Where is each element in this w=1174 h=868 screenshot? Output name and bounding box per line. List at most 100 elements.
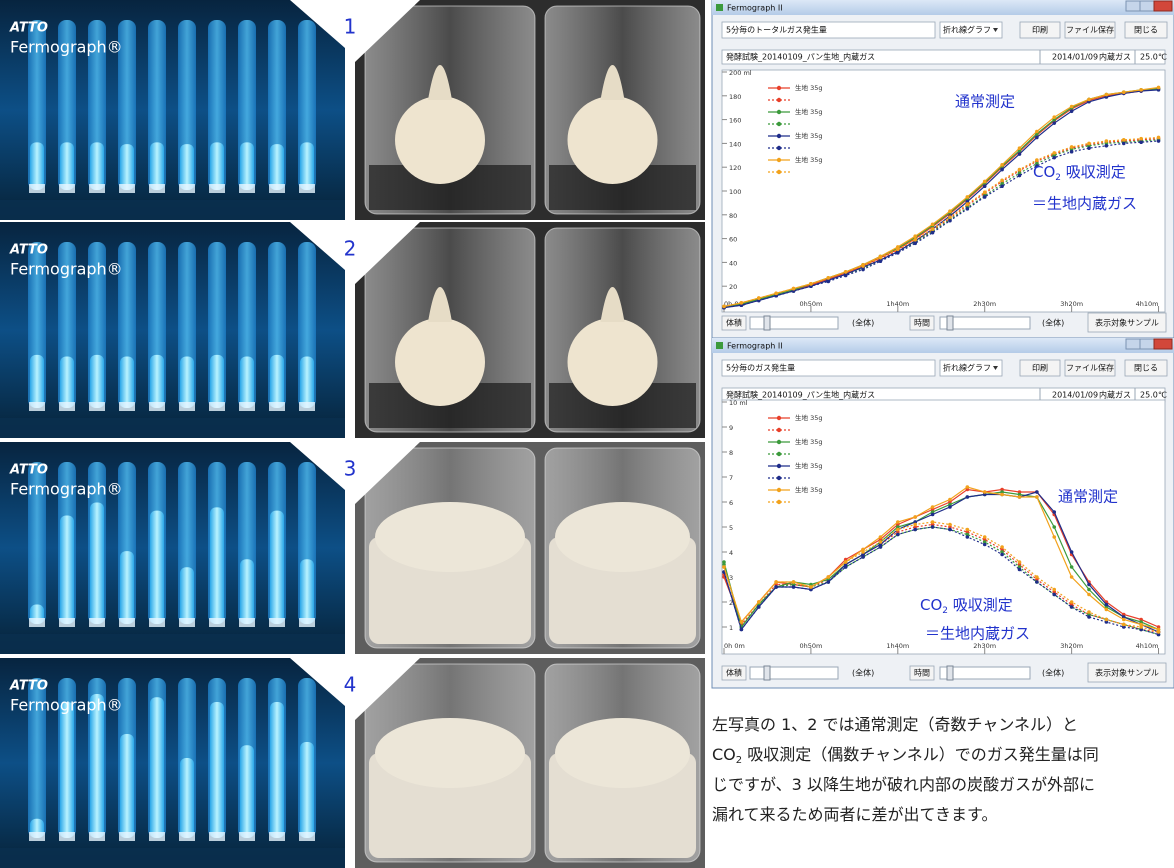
data-point (844, 270, 848, 274)
tube-liquid (90, 142, 104, 190)
x-tick-label: 3h20m (1060, 300, 1083, 308)
data-point (861, 550, 865, 554)
button-label: 閉じる (1134, 364, 1158, 373)
tube-cap (209, 832, 225, 841)
data-point (948, 498, 952, 502)
data-point (740, 628, 744, 632)
x-tick-label: 2h30m (973, 642, 996, 650)
legend-marker (777, 98, 781, 102)
data-point (913, 528, 917, 532)
tube-liquid (240, 357, 254, 408)
close-button[interactable] (1154, 1, 1172, 11)
brand-logo: ATTO (9, 243, 48, 258)
data-point (1070, 605, 1074, 609)
y-tick-label: 5 (729, 524, 733, 532)
y-tick-label: 4 (729, 549, 733, 557)
data-point (913, 515, 917, 519)
data-point (948, 528, 952, 532)
data-point (792, 287, 796, 291)
tube-cap (29, 402, 45, 411)
data-point (1157, 86, 1161, 90)
tube-liquid (120, 551, 134, 624)
legend-marker (777, 500, 781, 504)
data-point (861, 555, 865, 559)
tube-liquid (120, 357, 134, 408)
tube-cap (239, 184, 255, 193)
button-label: 表示対象サンプル (1095, 668, 1159, 678)
tube-liquid (210, 142, 224, 190)
brand-product: Fermograph® (10, 696, 123, 715)
dough-ball (395, 318, 485, 406)
tube-cap (149, 618, 165, 627)
brand-logo: ATTO (9, 463, 48, 478)
y-tick-label: 80 (729, 212, 737, 220)
close-button[interactable] (1154, 339, 1172, 349)
app-icon (716, 342, 723, 349)
x-tick-label: 1h40m (886, 642, 909, 650)
dough-ball (395, 96, 485, 184)
data-point (861, 268, 865, 272)
slider[interactable] (750, 667, 838, 679)
tube-liquid (180, 567, 194, 624)
tube-cap (269, 184, 285, 193)
data-point (1052, 510, 1056, 514)
data-point (1087, 615, 1091, 619)
slider[interactable] (750, 317, 838, 329)
y-tick-label: 160 (729, 117, 741, 125)
data-point (1139, 625, 1143, 629)
legend-label: 生地 35g (795, 107, 822, 116)
tube-liquid (150, 142, 164, 190)
data-point (983, 543, 987, 547)
data-point (966, 485, 970, 489)
tube-photo (0, 442, 345, 654)
caption: 左写真の 1、2 では通常測定（奇数チャンネル）とCO2 吸収測定（偶数チャンネ… (712, 715, 1099, 824)
y-tick-label: 6 (729, 499, 733, 507)
maximize-button[interactable] (1140, 1, 1154, 11)
gas-type: 内蔵ガス (1099, 52, 1131, 62)
data-point (966, 202, 970, 206)
dough-dome (555, 718, 690, 788)
data-point (1157, 630, 1161, 634)
minimize-button[interactable] (1126, 339, 1140, 349)
tube-liquid (180, 144, 194, 190)
caption-line: じですが、3 以降生地が破れ内部の炭酸ガスが外部に (712, 775, 1095, 794)
tube-liquid (90, 503, 104, 625)
legend-label: 生地 35g (795, 413, 822, 422)
y-tick-label: 8 (729, 449, 733, 457)
data-point (1105, 603, 1109, 607)
data-point (1139, 140, 1143, 144)
minimize-button[interactable] (1126, 1, 1140, 11)
data-point (1087, 98, 1091, 102)
y-tick-label: 40 (729, 259, 737, 267)
tube-cap (29, 184, 45, 193)
tube-cap (89, 184, 105, 193)
legend-label: 生地 35g (795, 437, 822, 446)
control-text: (全体) (1042, 668, 1064, 678)
tube-cap (149, 832, 165, 841)
tube-cap (119, 184, 135, 193)
caption-line: 漏れて来るため両者に差が出てきます。 (712, 805, 997, 824)
tube-cap (209, 618, 225, 627)
maximize-button[interactable] (1140, 339, 1154, 349)
data-point (948, 219, 952, 223)
data-point (1087, 146, 1091, 150)
y-tick-label: 180 (729, 93, 741, 101)
slider-thumb[interactable] (947, 666, 953, 680)
control-text: (全体) (852, 668, 874, 678)
legend-marker (777, 86, 781, 90)
button-label: 印刷 (1032, 363, 1048, 373)
data-point (826, 580, 830, 584)
data-point (1000, 178, 1004, 182)
data-point (1087, 142, 1091, 146)
slider-thumb[interactable] (764, 666, 770, 680)
data-point (1035, 158, 1039, 162)
slider-thumb[interactable] (764, 316, 770, 330)
brand-product: Fermograph® (10, 38, 123, 57)
data-point (1000, 168, 1004, 172)
data-point (948, 523, 952, 527)
tube-cap (209, 184, 225, 193)
slider-thumb[interactable] (947, 316, 953, 330)
caption-line: 左写真の 1、2 では通常測定（奇数チャンネル）と (712, 715, 1078, 734)
annotation-part: 吸収測定 (1061, 163, 1126, 181)
